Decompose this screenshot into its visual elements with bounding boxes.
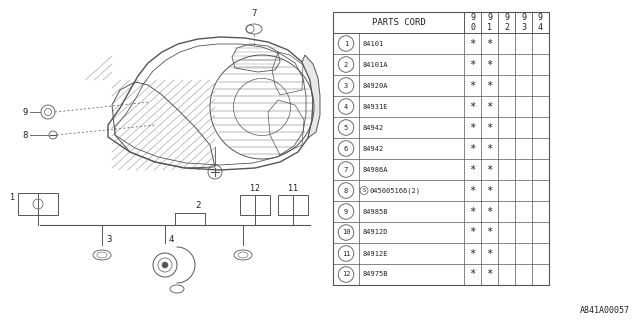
Text: 1: 1 bbox=[10, 193, 15, 202]
Text: 84942: 84942 bbox=[362, 124, 383, 131]
Text: *: * bbox=[469, 81, 476, 91]
Circle shape bbox=[338, 57, 354, 72]
Circle shape bbox=[41, 105, 55, 119]
Text: 0: 0 bbox=[470, 23, 475, 32]
Text: *: * bbox=[486, 228, 493, 237]
Text: *: * bbox=[469, 164, 476, 174]
Text: 84920A: 84920A bbox=[362, 83, 387, 89]
Text: 11: 11 bbox=[288, 184, 298, 193]
Text: 84101A: 84101A bbox=[362, 61, 387, 68]
Circle shape bbox=[360, 187, 368, 195]
Text: 5: 5 bbox=[344, 124, 348, 131]
Text: 84912E: 84912E bbox=[362, 251, 387, 257]
Text: 11: 11 bbox=[342, 251, 350, 257]
Text: *: * bbox=[469, 38, 476, 49]
Text: *: * bbox=[469, 60, 476, 69]
Text: 12: 12 bbox=[342, 271, 350, 277]
Circle shape bbox=[338, 267, 354, 282]
Text: *: * bbox=[469, 206, 476, 217]
Bar bbox=[333, 12, 549, 285]
Circle shape bbox=[338, 36, 354, 51]
Bar bbox=[18, 193, 58, 215]
Circle shape bbox=[338, 162, 354, 177]
Text: 3: 3 bbox=[521, 23, 526, 32]
Text: *: * bbox=[486, 38, 493, 49]
Text: *: * bbox=[486, 81, 493, 91]
Circle shape bbox=[162, 262, 168, 268]
Text: PARTS CORD: PARTS CORD bbox=[372, 18, 426, 27]
Text: 84975B: 84975B bbox=[362, 271, 387, 277]
Text: 4: 4 bbox=[538, 23, 543, 32]
Text: *: * bbox=[486, 101, 493, 111]
Text: 2: 2 bbox=[195, 201, 201, 210]
Text: 8: 8 bbox=[22, 131, 28, 140]
Text: *: * bbox=[486, 60, 493, 69]
Text: 7: 7 bbox=[344, 166, 348, 172]
Circle shape bbox=[338, 225, 354, 240]
Bar bbox=[278, 195, 308, 215]
Text: 84931E: 84931E bbox=[362, 103, 387, 109]
Text: 3: 3 bbox=[106, 235, 111, 244]
Text: 9: 9 bbox=[344, 209, 348, 214]
Text: *: * bbox=[486, 123, 493, 132]
Polygon shape bbox=[302, 55, 320, 138]
Text: 84985B: 84985B bbox=[362, 209, 387, 214]
Text: A841A00057: A841A00057 bbox=[580, 306, 630, 315]
Text: *: * bbox=[469, 143, 476, 154]
Text: 9: 9 bbox=[470, 13, 475, 22]
Text: 84101: 84101 bbox=[362, 41, 383, 46]
Circle shape bbox=[338, 78, 354, 93]
Text: 84986A: 84986A bbox=[362, 166, 387, 172]
Circle shape bbox=[338, 99, 354, 114]
Text: 8: 8 bbox=[344, 188, 348, 194]
Text: 1: 1 bbox=[487, 23, 492, 32]
Text: 1: 1 bbox=[344, 41, 348, 46]
Text: *: * bbox=[469, 123, 476, 132]
Text: 12: 12 bbox=[250, 184, 260, 193]
Text: S: S bbox=[362, 188, 365, 193]
Circle shape bbox=[338, 204, 354, 219]
Text: 4: 4 bbox=[344, 103, 348, 109]
Text: *: * bbox=[486, 186, 493, 196]
Circle shape bbox=[49, 131, 57, 139]
Text: 9: 9 bbox=[487, 13, 492, 22]
Text: 7: 7 bbox=[252, 9, 257, 18]
Text: *: * bbox=[486, 206, 493, 217]
Text: 9: 9 bbox=[538, 13, 543, 22]
Text: 9: 9 bbox=[521, 13, 526, 22]
Text: 9: 9 bbox=[504, 13, 509, 22]
Circle shape bbox=[338, 141, 354, 156]
Text: 4: 4 bbox=[168, 235, 173, 244]
Text: 045005166(2): 045005166(2) bbox=[369, 187, 420, 194]
Circle shape bbox=[338, 183, 354, 198]
Text: 9: 9 bbox=[22, 108, 28, 116]
Text: *: * bbox=[469, 269, 476, 279]
Text: *: * bbox=[469, 249, 476, 259]
Text: *: * bbox=[486, 269, 493, 279]
Circle shape bbox=[338, 246, 354, 261]
Text: *: * bbox=[486, 143, 493, 154]
Text: 2: 2 bbox=[344, 61, 348, 68]
Text: 6: 6 bbox=[344, 146, 348, 151]
Text: *: * bbox=[486, 249, 493, 259]
Text: 3: 3 bbox=[344, 83, 348, 89]
Text: 84912D: 84912D bbox=[362, 229, 387, 236]
Text: *: * bbox=[469, 186, 476, 196]
Text: 10: 10 bbox=[342, 229, 350, 236]
Text: 2: 2 bbox=[504, 23, 509, 32]
Bar bbox=[240, 195, 270, 215]
Circle shape bbox=[338, 120, 354, 135]
Text: *: * bbox=[486, 164, 493, 174]
Text: *: * bbox=[469, 101, 476, 111]
Text: 84942: 84942 bbox=[362, 146, 383, 151]
Text: *: * bbox=[469, 228, 476, 237]
